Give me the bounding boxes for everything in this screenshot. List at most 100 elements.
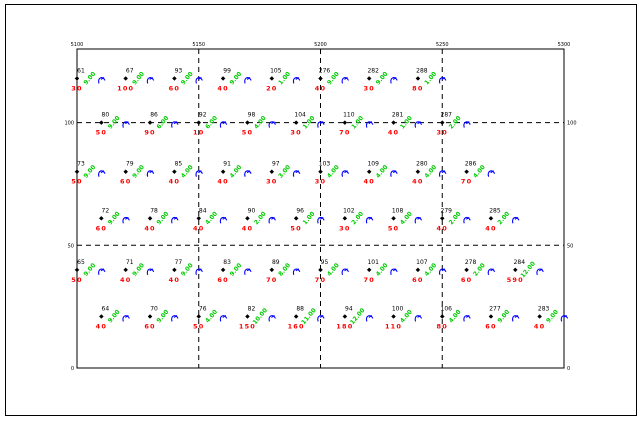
station-id-label: 94 [345,305,353,312]
y-tick-label-left: 50 [68,243,74,249]
station-marker [342,314,348,319]
station-id-label: 91 [223,161,231,168]
dip-value-label: 180 [336,322,353,330]
dip-value-label: 80 [412,84,423,92]
dip-value-label: 90 [144,129,155,137]
station-marker [415,267,421,273]
station-marker [293,120,299,125]
orientation-symbol [341,170,350,177]
orientation-symbol [390,76,398,84]
dip-value-label: 100 [117,84,134,92]
dip-value-label: 40 [217,178,228,186]
dip-value-label: 50 [96,129,107,137]
station-marker [439,215,445,221]
dip-value-label: 40 [363,178,374,186]
orientation-symbol [292,268,301,276]
station-id-label: 288 [416,67,428,74]
station-marker [293,314,299,319]
station-id-label: 84 [199,207,207,214]
station-id-label: 89 [272,259,280,266]
dip-value-label: 40 [169,178,180,186]
station-id-label: 98 [248,112,256,119]
station-marker [172,169,177,175]
dip-value-label: 40 [242,224,253,232]
station-marker [439,314,445,319]
orientation-symbol [365,121,374,128]
station-marker [123,76,129,81]
y-tick-label-right: 50 [567,243,573,249]
station-marker [123,267,129,273]
x-tick-label: 5150 [192,42,205,48]
station-id-label: 71 [126,259,134,266]
station-id-label: 85 [175,161,183,168]
orientation-symbol [146,170,155,177]
orientation-symbol [560,315,569,322]
station-id-label: 105 [270,67,282,74]
orientation-symbol [219,315,228,322]
station-id-label: 67 [126,67,134,74]
dip-value-label: 40 [534,322,545,330]
station-id-label: 103 [319,161,331,168]
station-marker [293,215,299,221]
dip-value-label: 40 [96,322,107,330]
station-marker [147,120,153,125]
station-marker [98,215,104,221]
dip-value-label: 40 [412,178,423,186]
station-marker [269,267,275,273]
station-id-label: 82 [248,305,256,312]
station-marker [512,267,518,273]
station-id-label: 92 [199,112,207,119]
dip-value-label: 60 [412,276,423,284]
x-tick-label: 5100 [71,42,84,48]
orientation-symbol [317,315,325,322]
orientation-symbol [268,315,276,322]
dip-value-label: 50 [71,276,82,284]
orientation-symbol [536,268,544,276]
y-tick-label-right: 0 [567,366,570,372]
dip-value-label: 50 [242,129,253,137]
dip-value-label: 70 [461,178,472,186]
station-id-label: 90 [248,207,256,214]
orientation-symbol [341,76,350,84]
station-id-label: 80 [102,112,110,119]
station-id-label: 279 [441,207,453,214]
station-id-label: 93 [175,67,183,74]
dip-value-label: 40 [217,84,228,92]
station-id-label: 70 [150,305,158,312]
dip-value-label: 160 [288,322,305,330]
orientation-symbol [195,268,203,276]
station-id-label: 284 [514,259,526,266]
station-id-label: 77 [175,259,183,266]
station-marker [415,169,421,175]
orientation-symbol [171,216,179,224]
orientation-symbol [438,76,447,84]
orientation-symbol [171,121,179,128]
station-marker [147,314,153,319]
dip-value-label: 50 [193,322,204,330]
station-id-label: 95 [321,259,329,266]
dip-value-label: 30 [339,224,350,232]
x-tick-label: 5300 [558,42,571,48]
